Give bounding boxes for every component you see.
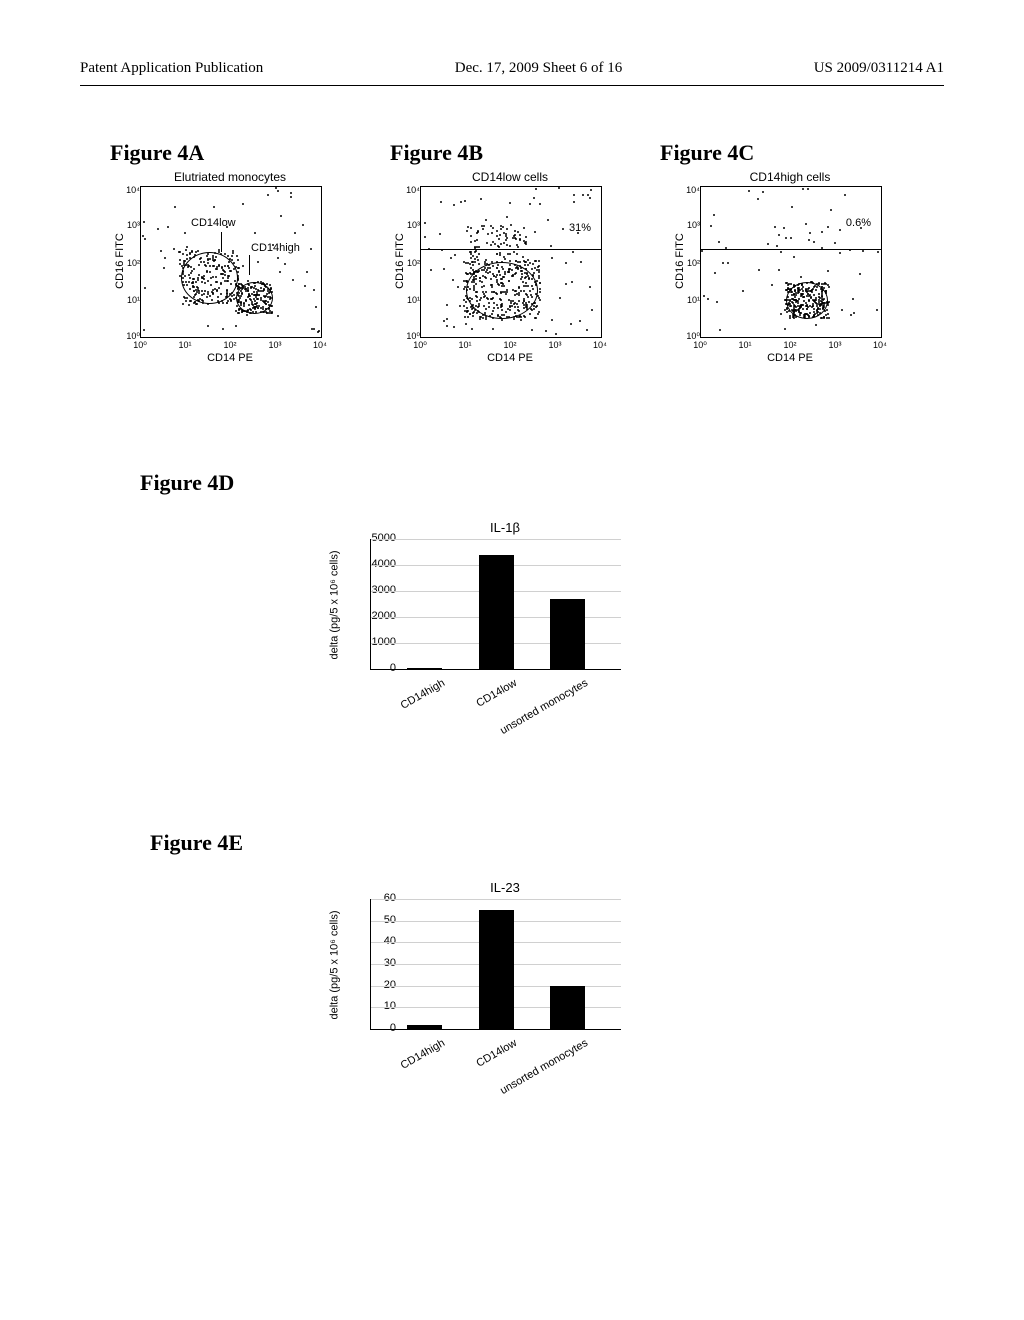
x-ticks-b: 10⁰ 10¹ 10² 10³ 10⁴ bbox=[420, 340, 600, 354]
bar-title-e: IL-23 bbox=[360, 880, 650, 895]
bar-title-d: IL-1β bbox=[360, 520, 650, 535]
figure-label-4c: Figure 4C bbox=[660, 140, 754, 166]
figure-label-4d: Figure 4D bbox=[140, 470, 234, 496]
scatter-row: Elutriated monocytes CD16 FITC 10⁰ 10¹ 1… bbox=[100, 170, 900, 370]
annot-cd14low: CD14low bbox=[191, 217, 236, 229]
figure-label-4a: Figure 4A bbox=[110, 140, 204, 166]
scatter-plot-c: 0.6% bbox=[700, 186, 882, 338]
header-left: Patent Application Publication bbox=[80, 60, 263, 77]
figure-label-4b: Figure 4B bbox=[390, 140, 483, 166]
y-ticks-b: 10⁰ 10¹ 10² 10³ 10⁴ bbox=[404, 188, 420, 338]
bar-plot-container-d: delta (pg/5 x 10⁶ cells) 010002000300040… bbox=[310, 539, 650, 709]
page-header: Patent Application Publication Dec. 17, … bbox=[80, 60, 944, 86]
bar-chart-d: IL-1β delta (pg/5 x 10⁶ cells) 010002000… bbox=[310, 520, 650, 709]
pointer-line-high bbox=[249, 255, 250, 275]
bar-chart-e: IL-23 delta (pg/5 x 10⁶ cells) 010203040… bbox=[310, 880, 650, 1069]
header-center: Dec. 17, 2009 Sheet 6 of 16 bbox=[455, 60, 622, 77]
scatter-plot-b: 31% bbox=[420, 186, 602, 338]
scatter-plot-a: CD14low CD14high bbox=[140, 186, 322, 338]
header-right: US 2009/0311214 A1 bbox=[814, 60, 944, 77]
x-ticks-c: 10⁰ 10¹ 10² 10³ 10⁴ bbox=[700, 340, 880, 354]
y-ticks-a: 10⁰ 10¹ 10² 10³ 10⁴ bbox=[124, 188, 140, 338]
bar-e-1 bbox=[479, 910, 514, 1029]
bar-plot-d bbox=[370, 539, 621, 670]
bar-ylabel-d: delta (pg/5 x 10⁶ cells) bbox=[329, 550, 341, 659]
percent-c: 0.6% bbox=[846, 217, 871, 229]
pointer-line-low bbox=[221, 232, 222, 252]
bar-d-2 bbox=[550, 599, 585, 669]
bar-d-0 bbox=[407, 668, 442, 669]
bar-d-1 bbox=[479, 555, 514, 669]
annot-cd14high: CD14high bbox=[251, 242, 300, 254]
scatter-title-b: CD14low cells bbox=[420, 170, 600, 184]
bar-plot-container-e: delta (pg/5 x 10⁶ cells) 0102030405060 C… bbox=[310, 899, 650, 1069]
percent-b: 31% bbox=[569, 222, 591, 234]
bar-ylabel-e: delta (pg/5 x 10⁶ cells) bbox=[329, 910, 341, 1019]
gate-line-c bbox=[701, 249, 881, 250]
figure-label-4e: Figure 4E bbox=[150, 830, 243, 856]
bar-e-0 bbox=[407, 1025, 442, 1029]
gate-line-b bbox=[421, 249, 601, 250]
bar-plot-e bbox=[370, 899, 621, 1030]
scatter-title-c: CD14high cells bbox=[700, 170, 880, 184]
page: Patent Application Publication Dec. 17, … bbox=[0, 0, 1024, 1320]
x-ticks-a: 10⁰ 10¹ 10² 10³ 10⁴ bbox=[140, 340, 320, 354]
scatter-title-a: Elutriated monocytes bbox=[140, 170, 320, 184]
y-ticks-c: 10⁰ 10¹ 10² 10³ 10⁴ bbox=[684, 188, 700, 338]
bar-e-2 bbox=[550, 986, 585, 1029]
scatter-panel-c: CD14high cells CD16 FITC 10⁰ 10¹ 10² 10³… bbox=[660, 170, 900, 370]
scatter-panel-a: Elutriated monocytes CD16 FITC 10⁰ 10¹ 1… bbox=[100, 170, 340, 370]
scatter-panel-b: CD14low cells CD16 FITC 10⁰ 10¹ 10² 10³ … bbox=[380, 170, 620, 370]
